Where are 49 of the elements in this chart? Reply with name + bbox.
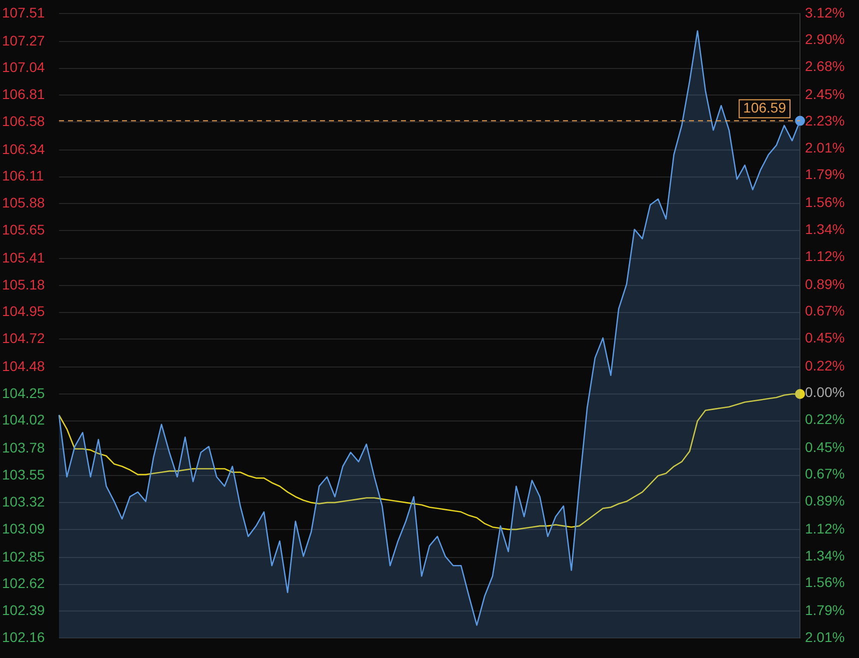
y-tick-label: 107.04 bbox=[2, 59, 46, 76]
y2-tick-label: 1.79% bbox=[805, 602, 845, 618]
y2-tick-label: 0.22% bbox=[805, 357, 845, 374]
y2-tick-label: 1.34% bbox=[805, 220, 845, 237]
y2-tick-label: 0.00% bbox=[805, 384, 845, 400]
y2-tick-label: 0.45% bbox=[805, 438, 845, 455]
y-tick-label: 104.02 bbox=[2, 412, 46, 428]
y-tick-label: 102.16 bbox=[2, 628, 46, 645]
y2-tick-label: 1.56% bbox=[805, 194, 845, 210]
y-tick-label: 106.34 bbox=[2, 140, 46, 157]
y-tick-label: 102.85 bbox=[2, 548, 46, 564]
y2-tick-label: 3.12% bbox=[805, 4, 845, 20]
y2-tick-label: 2.68% bbox=[805, 58, 845, 74]
y2-tick-label: 0.89% bbox=[805, 492, 845, 508]
y-tick-label: 103.78 bbox=[2, 440, 46, 456]
y-tick-label: 105.65 bbox=[2, 221, 46, 238]
y-tick-label: 105.18 bbox=[2, 276, 46, 292]
ref-line-label: 106.59 bbox=[743, 100, 786, 116]
y2-tick-label: 2.23% bbox=[805, 112, 845, 129]
y2-tick-label: 0.89% bbox=[805, 276, 845, 292]
y-tick-label: 102.39 bbox=[2, 602, 46, 618]
y-tick-label: 107.51 bbox=[2, 4, 46, 20]
y2-tick-label: 1.79% bbox=[805, 166, 845, 182]
y2-tick-label: 2.45% bbox=[805, 86, 845, 102]
y-tick-label: 103.09 bbox=[2, 520, 46, 536]
y2-tick-label: 1.12% bbox=[805, 248, 845, 264]
y2-tick-label: 1.34% bbox=[805, 547, 845, 564]
y2-tick-label: 2.01% bbox=[805, 628, 845, 645]
y-tick-label: 102.62 bbox=[2, 575, 46, 592]
y2-tick-label: 0.45% bbox=[805, 329, 845, 346]
y2-tick-label: 0.22% bbox=[805, 410, 845, 427]
y2-tick-label: 2.01% bbox=[805, 139, 845, 156]
y-tick-label: 103.55 bbox=[2, 466, 46, 483]
y2-tick-label: 0.67% bbox=[805, 302, 845, 319]
y2-tick-label: 0.67% bbox=[805, 466, 845, 482]
y-tick-label: 106.58 bbox=[2, 112, 46, 129]
y-tick-label: 107.27 bbox=[2, 32, 46, 48]
y-tick-label: 104.48 bbox=[2, 358, 46, 374]
y-tick-label: 104.72 bbox=[2, 330, 46, 346]
y-tick-label: 106.81 bbox=[2, 86, 46, 102]
y2-tick-label: 1.56% bbox=[805, 574, 845, 590]
y-tick-label: 103.32 bbox=[2, 493, 46, 510]
y-tick-label: 104.95 bbox=[2, 303, 46, 320]
y-tick-label: 105.88 bbox=[2, 194, 46, 211]
y-tick-label: 106.11 bbox=[2, 168, 44, 184]
y2-tick-label: 1.12% bbox=[805, 520, 845, 536]
y2-tick-label: 2.90% bbox=[805, 31, 845, 48]
y-tick-label: 105.41 bbox=[2, 249, 46, 266]
y-tick-label: 104.25 bbox=[2, 384, 46, 401]
